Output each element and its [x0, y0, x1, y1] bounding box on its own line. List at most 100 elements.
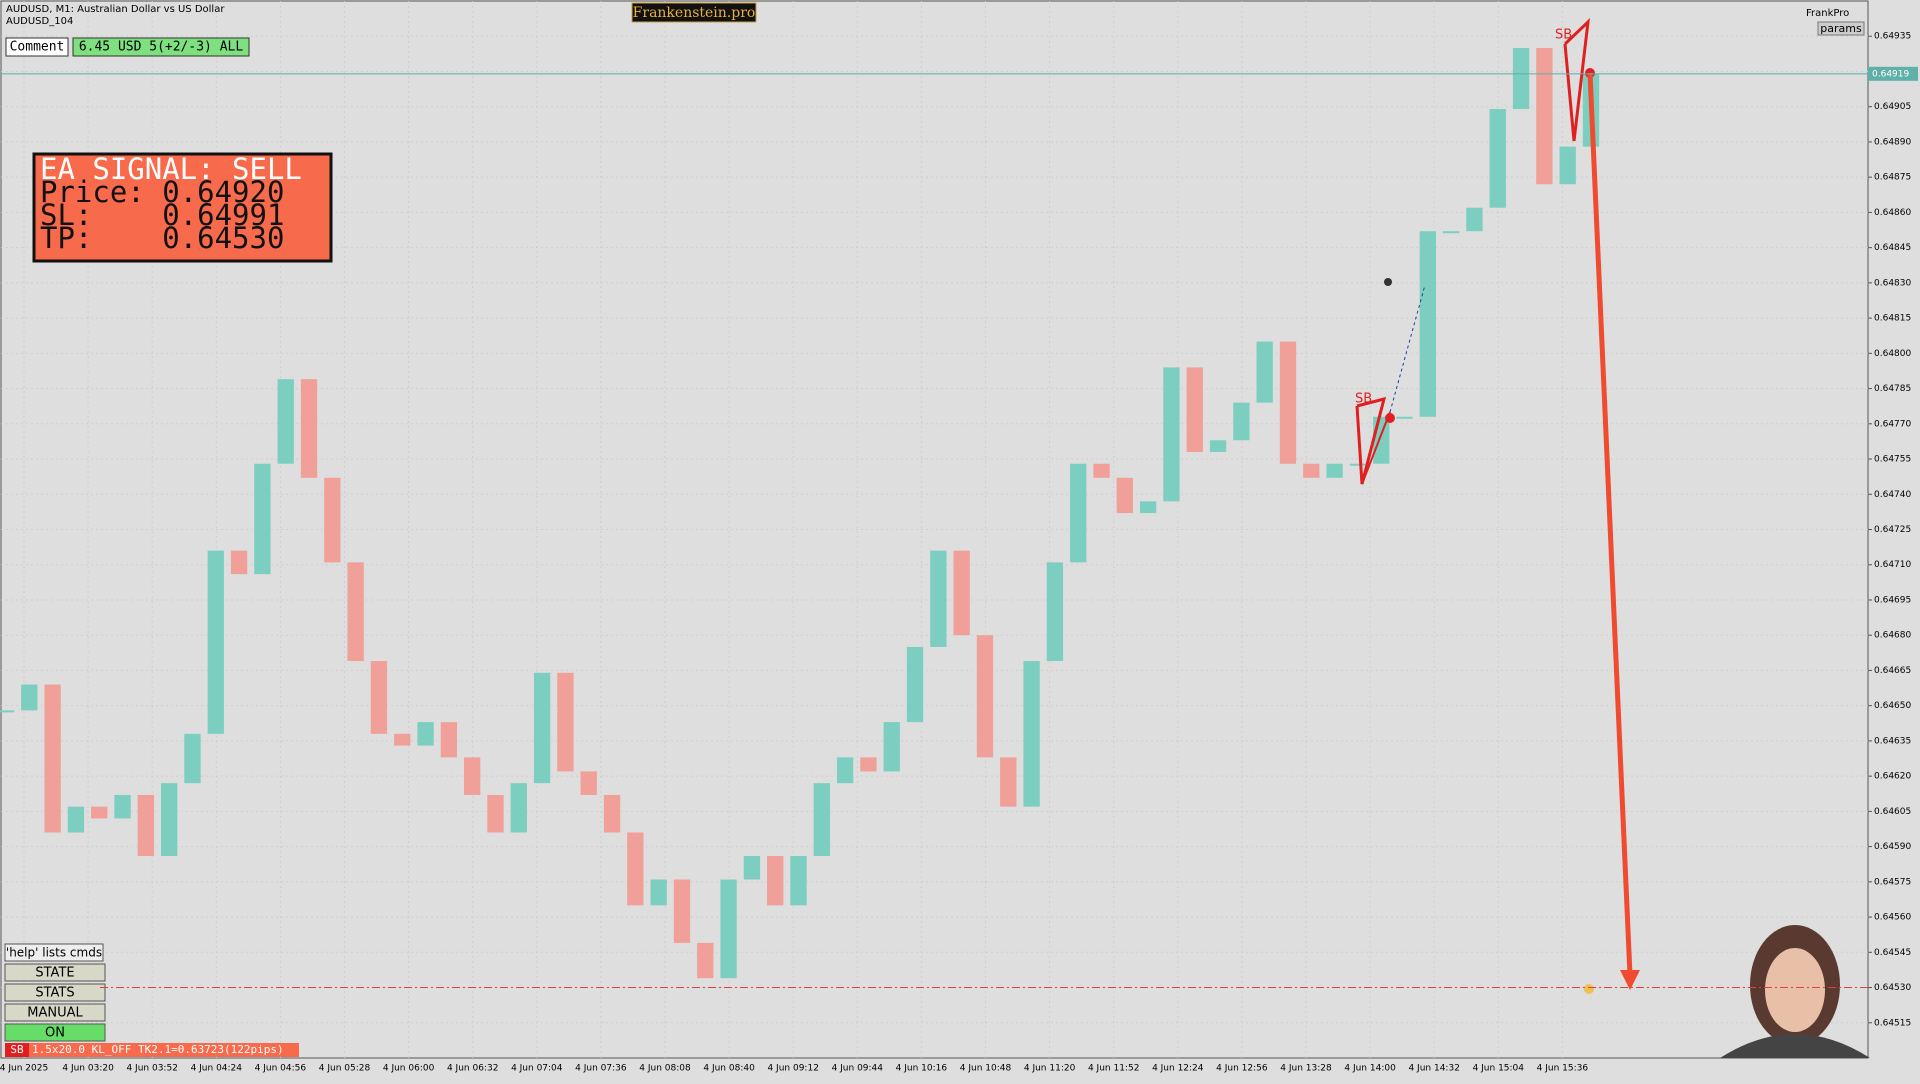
stats-label[interactable]: STATS — [35, 986, 74, 1001]
y-tick-label: 0.64680 — [1874, 631, 1911, 641]
y-tick-label: 0.64695 — [1874, 595, 1911, 605]
candle — [836, 757, 854, 784]
y-tick-label: 0.64650 — [1874, 701, 1911, 711]
params-label[interactable]: params — [1820, 22, 1862, 35]
candles — [0, 47, 1600, 979]
candle — [697, 942, 714, 979]
candle — [114, 794, 131, 819]
on-label[interactable]: ON — [45, 1026, 65, 1041]
y-tick-label: 0.64740 — [1874, 490, 1911, 500]
candle — [557, 672, 574, 772]
state-label[interactable]: STATE — [35, 966, 74, 981]
y-tick-label: 0.64830 — [1874, 278, 1911, 288]
y-tick-label: 0.64725 — [1874, 525, 1911, 535]
brand: Frankenstein.pro — [633, 5, 756, 21]
params-button[interactable] — [1817, 21, 1865, 36]
y-tick-label: 0.64935 — [1874, 32, 1911, 42]
help-label[interactable]: 'help' lists cmds — [6, 946, 102, 960]
x-tick-label: 4 Jun 07:36 — [575, 1064, 627, 1074]
status-box — [29, 1043, 299, 1057]
zigzag — [1355, 396, 1387, 485]
x-tick-label: 4 Jun 08:08 — [639, 1064, 691, 1074]
y-tick-label: 0.64890 — [1874, 137, 1911, 147]
x-tick-label: 4 Jun 09:12 — [767, 1064, 818, 1074]
candle — [627, 832, 644, 906]
candle — [1093, 463, 1110, 478]
y-tick-label: 0.64755 — [1874, 455, 1911, 465]
candle — [1512, 47, 1530, 110]
candle — [1186, 367, 1203, 452]
marker-label: SB — [1555, 28, 1572, 43]
account: AUDUSD_104 — [6, 16, 73, 27]
candle — [767, 855, 784, 906]
signal-line: Price: 0.64920 — [40, 175, 284, 209]
x-tick-label: 4 Jun 04:56 — [255, 1064, 307, 1074]
x-tick-label: 4 Jun 11:52 — [1088, 1064, 1139, 1074]
x-tick-label: 4 Jun 15:36 — [1537, 1064, 1589, 1074]
candle — [0, 710, 15, 713]
candle — [464, 757, 481, 795]
candle — [44, 684, 61, 833]
candle — [673, 879, 691, 943]
brand-box — [631, 2, 757, 23]
candle — [91, 806, 108, 819]
candle — [137, 794, 155, 856]
signal-line: TP: 0.64530 — [40, 221, 284, 255]
stats-button[interactable] — [4, 983, 106, 1002]
candle — [1139, 501, 1157, 514]
candle — [277, 379, 294, 464]
comment-value: 6.45 USD 5(+2/-3) ALL — [79, 40, 244, 55]
x-tick-label: 4 Jun 13:28 — [1280, 1064, 1332, 1074]
y-tick-label: 0.64710 — [1874, 560, 1911, 570]
x-tick-label: 4 Jun 15:04 — [1473, 1064, 1525, 1074]
y-tick-label: 0.64590 — [1874, 842, 1911, 852]
x-tick-label: 4 Jun 05:28 — [319, 1064, 371, 1074]
candle — [813, 783, 830, 856]
manual-button[interactable] — [4, 1003, 106, 1022]
candle — [1046, 562, 1064, 662]
x-tick-label: 4 Jun 03:20 — [62, 1064, 114, 1074]
arrow-head — [1620, 970, 1640, 990]
y-tick-label: 0.64635 — [1874, 736, 1911, 746]
manual-label[interactable]: MANUAL — [27, 1006, 83, 1021]
zigzag — [1361, 411, 1391, 485]
candle — [976, 635, 994, 758]
state-button[interactable] — [4, 963, 106, 982]
candle — [1023, 661, 1040, 807]
y-tick-label: 0.64860 — [1874, 208, 1911, 218]
x-tick-label: 4 Jun 04:24 — [191, 1064, 243, 1074]
candle — [1373, 416, 1390, 464]
candle — [1326, 463, 1343, 478]
on-button[interactable] — [4, 1023, 106, 1042]
candle — [1419, 231, 1436, 417]
x-tick-label: 4 Jun 14:32 — [1408, 1064, 1459, 1074]
y-tick-label: 0.64770 — [1874, 419, 1911, 429]
candle — [533, 672, 551, 784]
help-button[interactable] — [4, 943, 104, 962]
x-tick-label: 4 Jun 10:48 — [960, 1064, 1012, 1074]
x-tick-label: 4 Jun 2025 — [0, 1064, 48, 1074]
candle — [347, 562, 364, 662]
close-icon — [1384, 278, 1392, 286]
candle — [510, 783, 527, 833]
candle — [1000, 757, 1017, 807]
y-tick-label: 0.64560 — [1874, 913, 1911, 923]
candle — [417, 722, 434, 746]
status-tag: SB — [10, 1043, 24, 1056]
y-tick-label: 0.64875 — [1874, 173, 1911, 183]
comment-value-box — [72, 37, 250, 57]
x-tick-label: 4 Jun 08:40 — [703, 1064, 755, 1074]
candle — [1279, 341, 1297, 464]
y-tick-label: 0.64530 — [1874, 983, 1911, 993]
candle — [184, 733, 201, 784]
x-tick-label: 4 Jun 07:04 — [511, 1064, 563, 1074]
candle — [487, 794, 504, 833]
candle — [1256, 341, 1273, 403]
candle — [1303, 463, 1320, 478]
x-tick-label: 4 Jun 06:32 — [447, 1064, 498, 1074]
candle — [603, 794, 621, 833]
trade-link — [1389, 284, 1426, 413]
y-tick-label: 0.64575 — [1874, 877, 1911, 887]
